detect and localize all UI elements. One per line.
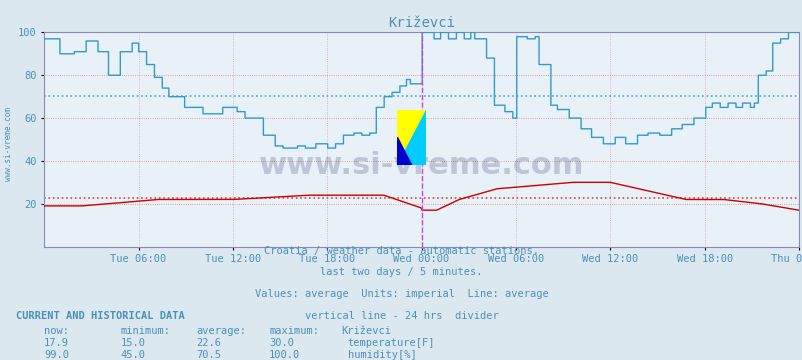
Text: minimum:: minimum:	[120, 326, 170, 336]
Text: 100.0: 100.0	[269, 350, 300, 360]
Text: 22.6: 22.6	[196, 338, 221, 348]
Text: www.si-vreme.com: www.si-vreme.com	[3, 107, 13, 181]
Polygon shape	[397, 138, 411, 165]
Text: humidity[%]: humidity[%]	[347, 350, 416, 360]
Text: Križevci: Križevci	[341, 326, 391, 336]
Text: Values: average  Units: imperial  Line: average: Values: average Units: imperial Line: av…	[254, 289, 548, 299]
Text: www.si-vreme.com: www.si-vreme.com	[258, 151, 584, 180]
Text: 45.0: 45.0	[120, 350, 145, 360]
Polygon shape	[397, 109, 426, 165]
Text: 70.5: 70.5	[196, 350, 221, 360]
Text: CURRENT AND HISTORICAL DATA: CURRENT AND HISTORICAL DATA	[16, 311, 184, 321]
Text: 99.0: 99.0	[44, 350, 69, 360]
Text: average:: average:	[196, 326, 246, 336]
Text: now:: now:	[44, 326, 69, 336]
Text: maximum:: maximum:	[269, 326, 318, 336]
Title: Križevci: Križevci	[387, 16, 455, 30]
Text: Croatia / weather data - automatic stations.: Croatia / weather data - automatic stati…	[264, 246, 538, 256]
Text: vertical line - 24 hrs  divider: vertical line - 24 hrs divider	[304, 311, 498, 321]
Polygon shape	[397, 109, 426, 165]
Text: 17.9: 17.9	[44, 338, 69, 348]
Text: last two days / 5 minutes.: last two days / 5 minutes.	[320, 267, 482, 278]
Text: 15.0: 15.0	[120, 338, 145, 348]
Text: temperature[F]: temperature[F]	[347, 338, 435, 348]
Text: 30.0: 30.0	[269, 338, 294, 348]
